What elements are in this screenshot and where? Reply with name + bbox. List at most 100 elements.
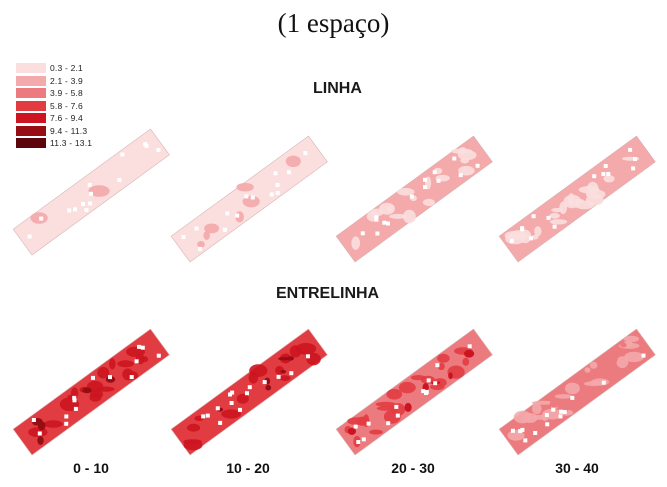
sample-point (275, 191, 280, 195)
map-patch (437, 353, 450, 363)
map-hotspot (37, 436, 44, 445)
map-patch (462, 357, 470, 366)
sample-point (303, 151, 308, 156)
depth-label: 30 - 40 (555, 460, 599, 476)
map-hotspot (608, 356, 618, 363)
map-patch (109, 358, 116, 370)
map-patch (584, 367, 591, 373)
legend-item: 3.9 - 5.8 (16, 87, 92, 100)
map-patch (403, 209, 416, 224)
sample-point (509, 238, 514, 243)
sample-point (194, 226, 199, 231)
legend-label: 11.3 - 13.1 (50, 138, 93, 149)
map-hotspot (286, 356, 294, 361)
map-patch (375, 401, 396, 407)
legend-label: 2.1 - 3.9 (50, 75, 83, 86)
map-patch (386, 388, 403, 400)
depth-label: 20 - 30 (391, 460, 435, 476)
sample-point (89, 191, 93, 196)
sample-point (247, 385, 252, 390)
sample-point (423, 185, 427, 190)
sample-point (91, 375, 95, 380)
sample-point (238, 407, 242, 412)
map-patch (568, 193, 575, 206)
sample-point (467, 344, 472, 349)
sample-point (551, 407, 556, 412)
map-hotspot (265, 384, 272, 391)
sample-point (229, 401, 234, 405)
sample-point (633, 157, 638, 161)
legend-swatch (16, 138, 46, 149)
field-map (12, 128, 170, 256)
sample-point (631, 166, 636, 171)
sample-point (156, 353, 161, 358)
map-patch (117, 360, 135, 368)
map-patch (187, 423, 201, 432)
legend-label: 5.8 - 7.6 (50, 100, 83, 111)
sample-point (273, 171, 278, 176)
map-patch (549, 219, 568, 225)
sample-point (426, 378, 431, 383)
sample-point (601, 172, 606, 177)
map-patch (248, 371, 259, 384)
sample-point (523, 438, 528, 443)
legend-swatch (16, 75, 46, 86)
sample-point (435, 363, 440, 368)
map-patch (574, 200, 595, 210)
map-patch (369, 429, 383, 435)
sample-point (382, 220, 387, 225)
map-patch (289, 345, 302, 358)
field-strip (335, 328, 493, 456)
sample-point (366, 421, 371, 426)
sample-point (223, 227, 227, 232)
sample-point (475, 163, 480, 168)
sample-point (386, 221, 390, 226)
sample-point (529, 236, 534, 241)
legend-item: 0.3 - 2.1 (16, 62, 92, 75)
map-patch (43, 420, 63, 428)
sample-point (375, 231, 380, 236)
map-patch (534, 226, 542, 237)
sample-point (181, 235, 186, 239)
field-map (170, 328, 328, 456)
sample-point (409, 194, 414, 199)
sample-point (225, 211, 230, 216)
map-patch (389, 213, 407, 219)
map-hotspot (549, 399, 559, 408)
map-patch (89, 392, 102, 402)
sample-point (423, 177, 427, 182)
sample-point (67, 208, 72, 213)
sample-point (120, 152, 125, 157)
map-patch (519, 229, 532, 244)
sample-point (84, 208, 89, 212)
sample-point (558, 414, 563, 419)
sample-point (531, 214, 536, 219)
sample-point (353, 424, 358, 429)
legend-item: 2.1 - 3.9 (16, 75, 92, 88)
sample-point (432, 170, 437, 175)
sample-point (205, 413, 210, 418)
sample-point (544, 413, 549, 417)
map-patch (549, 212, 560, 219)
sample-point (601, 380, 606, 385)
legend-item: 5.8 - 7.6 (16, 100, 92, 113)
sample-point (72, 398, 77, 403)
map-patch (585, 189, 606, 199)
depth-label: 10 - 20 (226, 460, 270, 476)
map-patch (513, 410, 532, 424)
sample-point (81, 202, 85, 206)
map-patch (623, 335, 640, 343)
sample-point (201, 414, 206, 419)
sample-point (244, 194, 249, 199)
sample-point (424, 389, 429, 394)
map-patch (589, 361, 598, 369)
sample-point (533, 431, 538, 435)
legend-item: 11.3 - 13.1 (16, 137, 92, 150)
legend-swatch (16, 125, 46, 136)
legend-label: 9.4 - 11.3 (50, 125, 88, 136)
sample-point (386, 421, 391, 426)
map-patch (531, 400, 554, 405)
sample-point (137, 344, 142, 349)
field-map (170, 135, 328, 263)
sample-point (64, 421, 69, 426)
